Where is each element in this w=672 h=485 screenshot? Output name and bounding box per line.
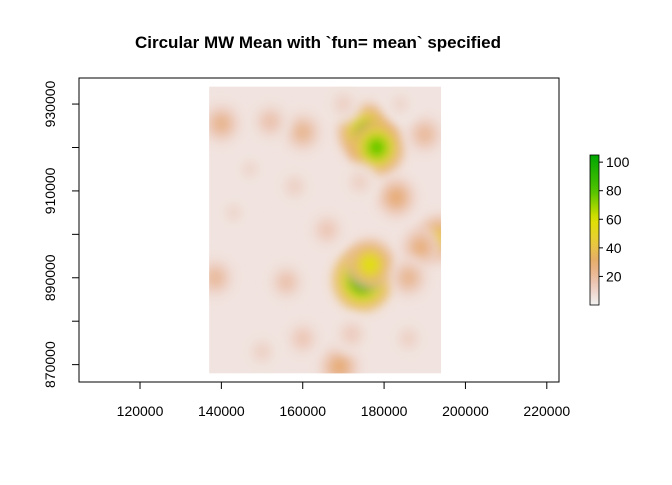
legend-tick-label: 60 xyxy=(606,211,622,227)
x-tick-label: 220000 xyxy=(523,403,570,419)
hotspot xyxy=(267,261,306,303)
hotspot xyxy=(215,193,252,232)
y-tick-label: 930000 xyxy=(42,80,58,127)
hotspot xyxy=(400,225,442,269)
raster-hotspots xyxy=(209,86,442,374)
hotspot xyxy=(250,101,290,142)
y-tick-label: 910000 xyxy=(42,167,58,214)
x-tick-label: 140000 xyxy=(198,403,245,419)
hotspot xyxy=(231,150,268,189)
hotspot xyxy=(345,238,395,291)
legend-tick-label: 80 xyxy=(606,183,622,199)
hotspot xyxy=(325,86,362,124)
hotspot xyxy=(243,332,281,371)
hotspot xyxy=(341,162,379,202)
legend-tick-label: 100 xyxy=(606,154,630,170)
hotspot xyxy=(405,113,442,156)
color-legend: 20 40 60 80 100 xyxy=(589,154,630,306)
hotspot xyxy=(332,314,371,354)
hotspot xyxy=(349,118,405,177)
hotspot xyxy=(276,167,313,206)
chart-title: Circular MW Mean with `fun= mean` specif… xyxy=(135,33,501,52)
hotspot xyxy=(209,102,242,145)
hotspot xyxy=(390,319,427,358)
legend-tick-label: 40 xyxy=(606,240,622,256)
y-tick-label: 870000 xyxy=(42,341,58,388)
x-tick-label: 120000 xyxy=(117,403,164,419)
legend-tick-label: 20 xyxy=(606,268,622,284)
y-axis: 870000 890000 910000 930000 xyxy=(42,80,80,388)
hotspot xyxy=(382,86,419,124)
hotspot xyxy=(388,256,429,299)
hotspot xyxy=(283,318,322,359)
x-tick-label: 200000 xyxy=(442,403,489,419)
hotspot xyxy=(308,210,347,250)
hotspot xyxy=(375,175,418,220)
x-axis: 120000 140000 160000 180000 200000 220000 xyxy=(117,381,570,419)
x-tick-label: 180000 xyxy=(361,403,408,419)
legend-colorbar xyxy=(589,154,600,306)
hotspot xyxy=(282,111,323,154)
y-tick-label: 890000 xyxy=(42,254,58,301)
x-tick-label: 160000 xyxy=(279,403,326,419)
hotspot xyxy=(209,257,235,299)
raster-layer xyxy=(209,86,442,374)
